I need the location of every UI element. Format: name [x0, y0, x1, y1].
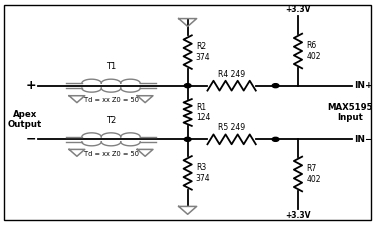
- Text: +3.3V: +3.3V: [285, 5, 311, 14]
- Text: T1: T1: [106, 62, 116, 71]
- Circle shape: [272, 137, 279, 141]
- Text: Td = xx Z0 = 50: Td = xx Z0 = 50: [83, 97, 138, 103]
- Text: R2
374: R2 374: [196, 43, 210, 62]
- Text: IN−: IN−: [354, 135, 373, 144]
- Text: +3.3V: +3.3V: [285, 211, 311, 220]
- Text: R5 249: R5 249: [218, 123, 245, 132]
- Text: R7
402: R7 402: [306, 164, 321, 184]
- Text: IN+: IN+: [354, 81, 373, 90]
- Text: Apex
Output: Apex Output: [8, 110, 42, 129]
- Text: MAX5195
Input: MAX5195 Input: [327, 103, 373, 122]
- FancyBboxPatch shape: [5, 5, 371, 220]
- Text: T2: T2: [106, 116, 116, 125]
- Text: R4 249: R4 249: [218, 70, 245, 79]
- Text: R6
402: R6 402: [306, 41, 321, 61]
- Circle shape: [184, 84, 191, 88]
- Text: +: +: [26, 79, 36, 92]
- Circle shape: [272, 84, 279, 88]
- Text: −: −: [26, 133, 36, 146]
- Text: R1
124: R1 124: [196, 103, 210, 122]
- Text: Td = xx Z0 = 50: Td = xx Z0 = 50: [83, 151, 138, 157]
- Circle shape: [184, 137, 191, 141]
- Text: R3
374: R3 374: [196, 163, 210, 182]
